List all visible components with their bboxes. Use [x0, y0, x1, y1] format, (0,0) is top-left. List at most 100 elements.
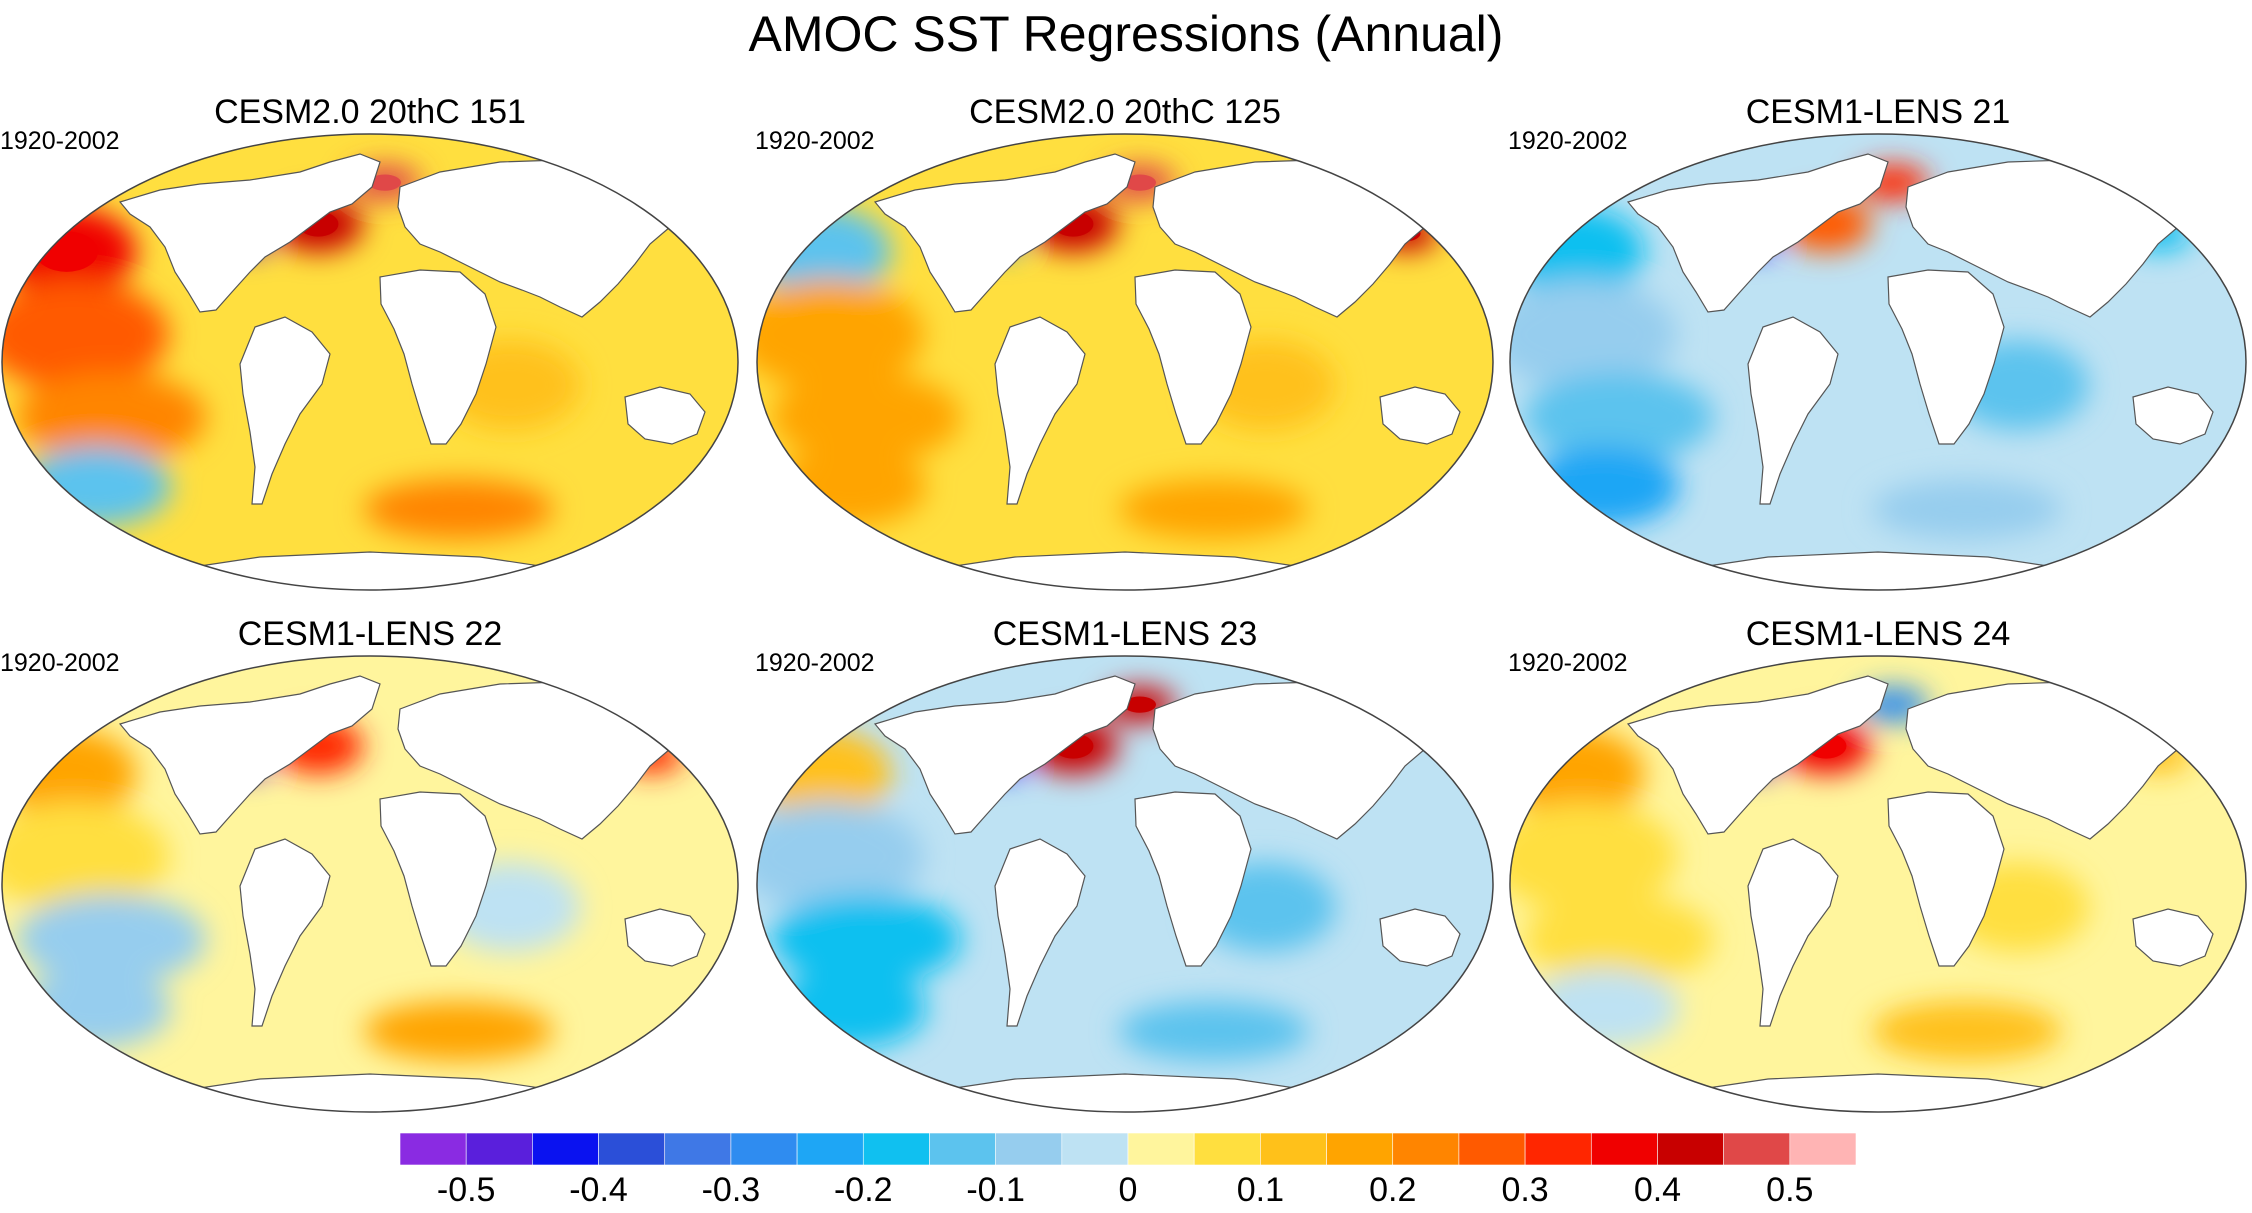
colorbar-bin: [1723, 1133, 1791, 1165]
colorbar-bin: [1326, 1133, 1394, 1165]
colorbar-bin: [1193, 1133, 1261, 1165]
panel-period: 1920-2002: [755, 649, 875, 677]
land-mass: [994, 838, 1086, 1027]
sst-anomaly-east-pacific: [16, 372, 206, 463]
colorbar-bin: [532, 1133, 599, 1165]
panel-period: 1920-2002: [0, 127, 120, 155]
land-mass: [624, 908, 706, 967]
sst-anomaly-southern-ocean: [1871, 479, 2062, 540]
land-mass: [1134, 791, 1252, 967]
map-panel: CESM2.0 20thC 125 1920-2002: [755, 92, 1495, 592]
land-mass: [118, 153, 381, 313]
map-border: [1509, 655, 2247, 1113]
sst-core-barents-sea: [1123, 174, 1156, 191]
sst-anomaly-southern-ocean: [1871, 1001, 2062, 1062]
colorbar-bin: [1657, 1133, 1724, 1165]
land-mass: [1134, 269, 1252, 445]
map-border: [1, 655, 739, 1113]
sst-anomaly-north-pacific-central: [2, 279, 169, 390]
sst-core-barents-sea: [1123, 696, 1156, 713]
land-mass: [1626, 153, 1889, 313]
land-mass: [873, 675, 1136, 835]
land-mass: [1747, 838, 1839, 1027]
world-map: [756, 655, 1494, 1113]
land-mass: [1887, 791, 2005, 967]
land-mass: [118, 675, 381, 835]
colorbar-tick-label: 0.3: [1501, 1171, 1549, 1209]
colorbar-tick-label: -0.3: [701, 1171, 761, 1209]
land-mass: [1887, 269, 2005, 445]
map-border: [756, 133, 1494, 591]
panel-period: 1920-2002: [1508, 649, 1628, 677]
sst-anomaly-north-pacific-central: [1510, 279, 1677, 390]
land-mass: [1626, 675, 1889, 835]
colorbar-tick-label: 0.1: [1236, 1171, 1284, 1209]
colorbar-bin: [465, 1133, 533, 1165]
land-mass: [239, 838, 331, 1027]
map-panel: CESM1-LENS 24 1920-2002: [1508, 614, 2248, 1114]
sst-anomaly-southern-ocean: [1118, 479, 1309, 540]
world-map: [756, 133, 1494, 591]
colorbar-bin: [796, 1133, 864, 1165]
colorbar-bin: [1590, 1133, 1658, 1165]
panel-title: CESM1-LENS 24: [1745, 615, 2011, 653]
colorbar-bin: [1458, 1133, 1526, 1165]
panel-period: 1920-2002: [755, 127, 875, 155]
panel-title: CESM2.0 20thC 125: [969, 93, 1281, 131]
land-mass: [1379, 386, 1461, 445]
sst-anomaly-north-pacific-central: [757, 279, 924, 390]
colorbar-tick-label: -0.5: [436, 1171, 496, 1209]
sst-anomaly-southern-ocean: [363, 479, 554, 540]
colorbar-tick-label: 0.2: [1369, 1171, 1417, 1209]
land-mass: [2132, 908, 2214, 967]
colorbar-tick-label: -0.4: [569, 1171, 628, 1209]
panel-period: 1920-2002: [0, 649, 120, 677]
land-mass: [873, 153, 1136, 313]
sst-anomaly-east-pacific: [771, 372, 961, 463]
world-map: [1509, 655, 2247, 1113]
panel-title: CESM1-LENS 21: [1745, 93, 2011, 131]
sst-anomaly-east-pacific: [1524, 372, 1714, 463]
sst-anomaly-east-pacific: [16, 894, 206, 985]
map-border: [1, 133, 739, 591]
sst-anomaly-southern-ocean: [363, 1001, 554, 1062]
sst-core-north-pacific-west: [35, 231, 99, 272]
sst-anomaly-southern-ocean: [1118, 1001, 1309, 1062]
sst-anomaly-north-pacific-central: [757, 801, 924, 912]
world-map: [1, 655, 739, 1113]
colorbar-bin: [730, 1133, 798, 1165]
map-panel: CESM1-LENS 21 1920-2002: [1508, 92, 2248, 592]
world-map: [1509, 133, 2247, 591]
land-mass: [1379, 908, 1461, 967]
colorbar-bin: [1392, 1133, 1460, 1165]
colorbar-bin: [1127, 1133, 1195, 1165]
land-mass: [239, 316, 331, 505]
colorbar-bin: [1061, 1133, 1129, 1165]
sst-anomaly-north-pacific-central: [2, 801, 169, 912]
land-mass: [379, 791, 497, 967]
colorbar-bin: [995, 1133, 1063, 1165]
panel-title: CESM1-LENS 23: [992, 615, 1258, 653]
land-mass: [1747, 316, 1839, 505]
colorbar-bin: [598, 1133, 666, 1165]
colorbar-bin: [664, 1133, 732, 1165]
colorbar-tick-label: 0.5: [1766, 1171, 1814, 1209]
colorbar-labels: -0.5 -0.4 -0.3 -0.2 -0.1 0 0.1 0.2 0.3 0.4 0.5: [400, 1170, 1856, 1210]
land-mass: [2132, 386, 2214, 445]
map-panel: CESM2.0 20thC 151 1920-2002: [0, 92, 740, 592]
land-mass: [379, 269, 497, 445]
sst-anomaly-east-pacific: [1524, 894, 1714, 985]
map-panel: CESM1-LENS 22 1920-2002: [0, 614, 740, 1114]
colorbar-tick-label: 0: [1118, 1171, 1138, 1209]
map-border: [1509, 133, 2247, 591]
colorbar-tick-label: -0.1: [966, 1171, 1025, 1209]
panel-period: 1920-2002: [1508, 127, 1628, 155]
sst-core-barents-sea: [368, 174, 401, 191]
land-mass: [624, 386, 706, 445]
colorbar-bin: [862, 1133, 930, 1165]
colorbar-tick-label: -0.2: [833, 1171, 893, 1209]
world-map: [1, 133, 739, 591]
colorbar-bin: [400, 1133, 467, 1165]
colorbar-bin: [1260, 1133, 1327, 1165]
colorbar: [400, 1133, 1856, 1165]
